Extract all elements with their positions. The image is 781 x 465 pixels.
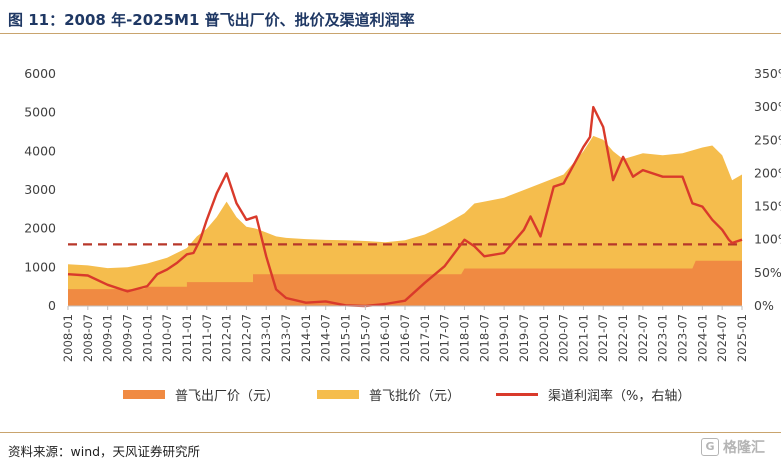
legend-swatch-factory [123, 390, 165, 399]
x-tick-label: 2012-01 [220, 314, 234, 362]
left-tick-label: 0 [48, 298, 56, 313]
x-tick-label: 2018-07 [477, 314, 491, 362]
x-tick-label: 2022-07 [636, 314, 650, 362]
right-tick-label: 350% [754, 66, 781, 81]
series-area-wholesale [68, 135, 742, 306]
x-tick-label: 2021-07 [596, 314, 610, 362]
legend-label-wholesale: 普飞批价（元） [369, 389, 461, 404]
right-tick-label: 300% [754, 99, 781, 114]
watermark: G 格隆汇 [701, 437, 765, 457]
legend-item-wholesale: 普飞批价（元） [317, 385, 460, 404]
right-tick-label: 0% [754, 298, 774, 313]
x-tick-label: 2015-07 [358, 314, 372, 362]
footer-rule [0, 432, 781, 433]
watermark-logo-icon: G [701, 438, 719, 456]
right-tick-label: 100% [754, 232, 781, 247]
left-tick-label: 6000 [24, 66, 56, 81]
legend-item-margin: 渠道利润率（%，右轴） [496, 385, 690, 404]
left-tick-label: 2000 [24, 221, 56, 236]
x-tick-label: 2019-07 [517, 314, 531, 362]
legend-label-margin: 渠道利润率（%，右轴） [548, 389, 691, 404]
legend-swatch-margin [496, 393, 538, 396]
watermark-text: 格隆汇 [723, 440, 765, 456]
title-rule [0, 33, 781, 34]
x-tick-label: 2010-07 [160, 314, 174, 362]
x-tick-label: 2013-01 [259, 314, 273, 362]
x-tick-label: 2016-01 [378, 314, 392, 362]
x-tick-label: 2019-01 [497, 314, 511, 362]
x-tick-label: 2017-07 [438, 314, 452, 362]
x-tick-label: 2012-07 [239, 314, 253, 362]
chart-title: 图 11：2008 年-2025M1 普飞出厂价、批价及渠道利润率 [8, 11, 415, 29]
x-tick-label: 2014-07 [319, 314, 333, 362]
x-tick-label: 2024-07 [715, 314, 729, 362]
x-tick-label: 2008-01 [61, 314, 75, 362]
x-tick-label: 2022-01 [616, 314, 630, 362]
x-tick-label: 2017-01 [418, 314, 432, 362]
right-tick-label: 250% [754, 132, 781, 147]
x-tick-label: 2024-01 [695, 314, 709, 362]
series-line-margin [67, 105, 743, 308]
left-tick-label: 4000 [24, 143, 56, 158]
chart-legend: 普飞出厂价（元） 普飞批价（元） 渠道利润率（%，右轴） [0, 385, 781, 405]
x-tick-label: 2008-07 [81, 314, 95, 362]
x-tick-label: 2018-01 [457, 314, 471, 362]
right-tick-label: 200% [754, 165, 781, 180]
left-tick-label: 3000 [24, 182, 56, 197]
legend-swatch-wholesale [317, 390, 359, 399]
legend-label-factory: 普飞出厂价（元） [175, 389, 280, 404]
x-tick-label: 2014-01 [299, 314, 313, 362]
x-tick-label: 2023-07 [676, 314, 690, 362]
x-tick-label: 2016-07 [398, 314, 412, 362]
source-note: 资料来源：wind，天风证券研究所 [8, 444, 201, 459]
x-tick-label: 2009-01 [101, 314, 115, 362]
x-tick-label: 2020-01 [537, 314, 551, 362]
left-tick-label: 5000 [24, 105, 56, 120]
x-tick-label: 2011-01 [180, 314, 194, 362]
x-tick-label: 2021-01 [576, 314, 590, 362]
x-tick-label: 2015-01 [339, 314, 353, 362]
x-tick-label: 2025-01 [735, 314, 749, 362]
x-tick-label: 2009-07 [120, 314, 134, 362]
x-tick-label: 2020-07 [557, 314, 571, 362]
left-tick-label: 1000 [24, 259, 56, 274]
legend-item-factory: 普飞出厂价（元） [123, 385, 279, 404]
x-tick-label: 2023-01 [656, 314, 670, 362]
series-area-factory [68, 260, 742, 306]
x-tick-label: 2013-07 [279, 314, 293, 362]
x-tick-label: 2010-01 [140, 314, 154, 362]
right-tick-label: 50% [754, 265, 781, 280]
right-tick-label: 150% [754, 199, 781, 214]
x-tick-label: 2011-07 [200, 314, 214, 362]
chart-canvas: 0 1000 2000 3000 4000 5000 6000 0% 50% 100% 150% 20… [24, 66, 781, 362]
